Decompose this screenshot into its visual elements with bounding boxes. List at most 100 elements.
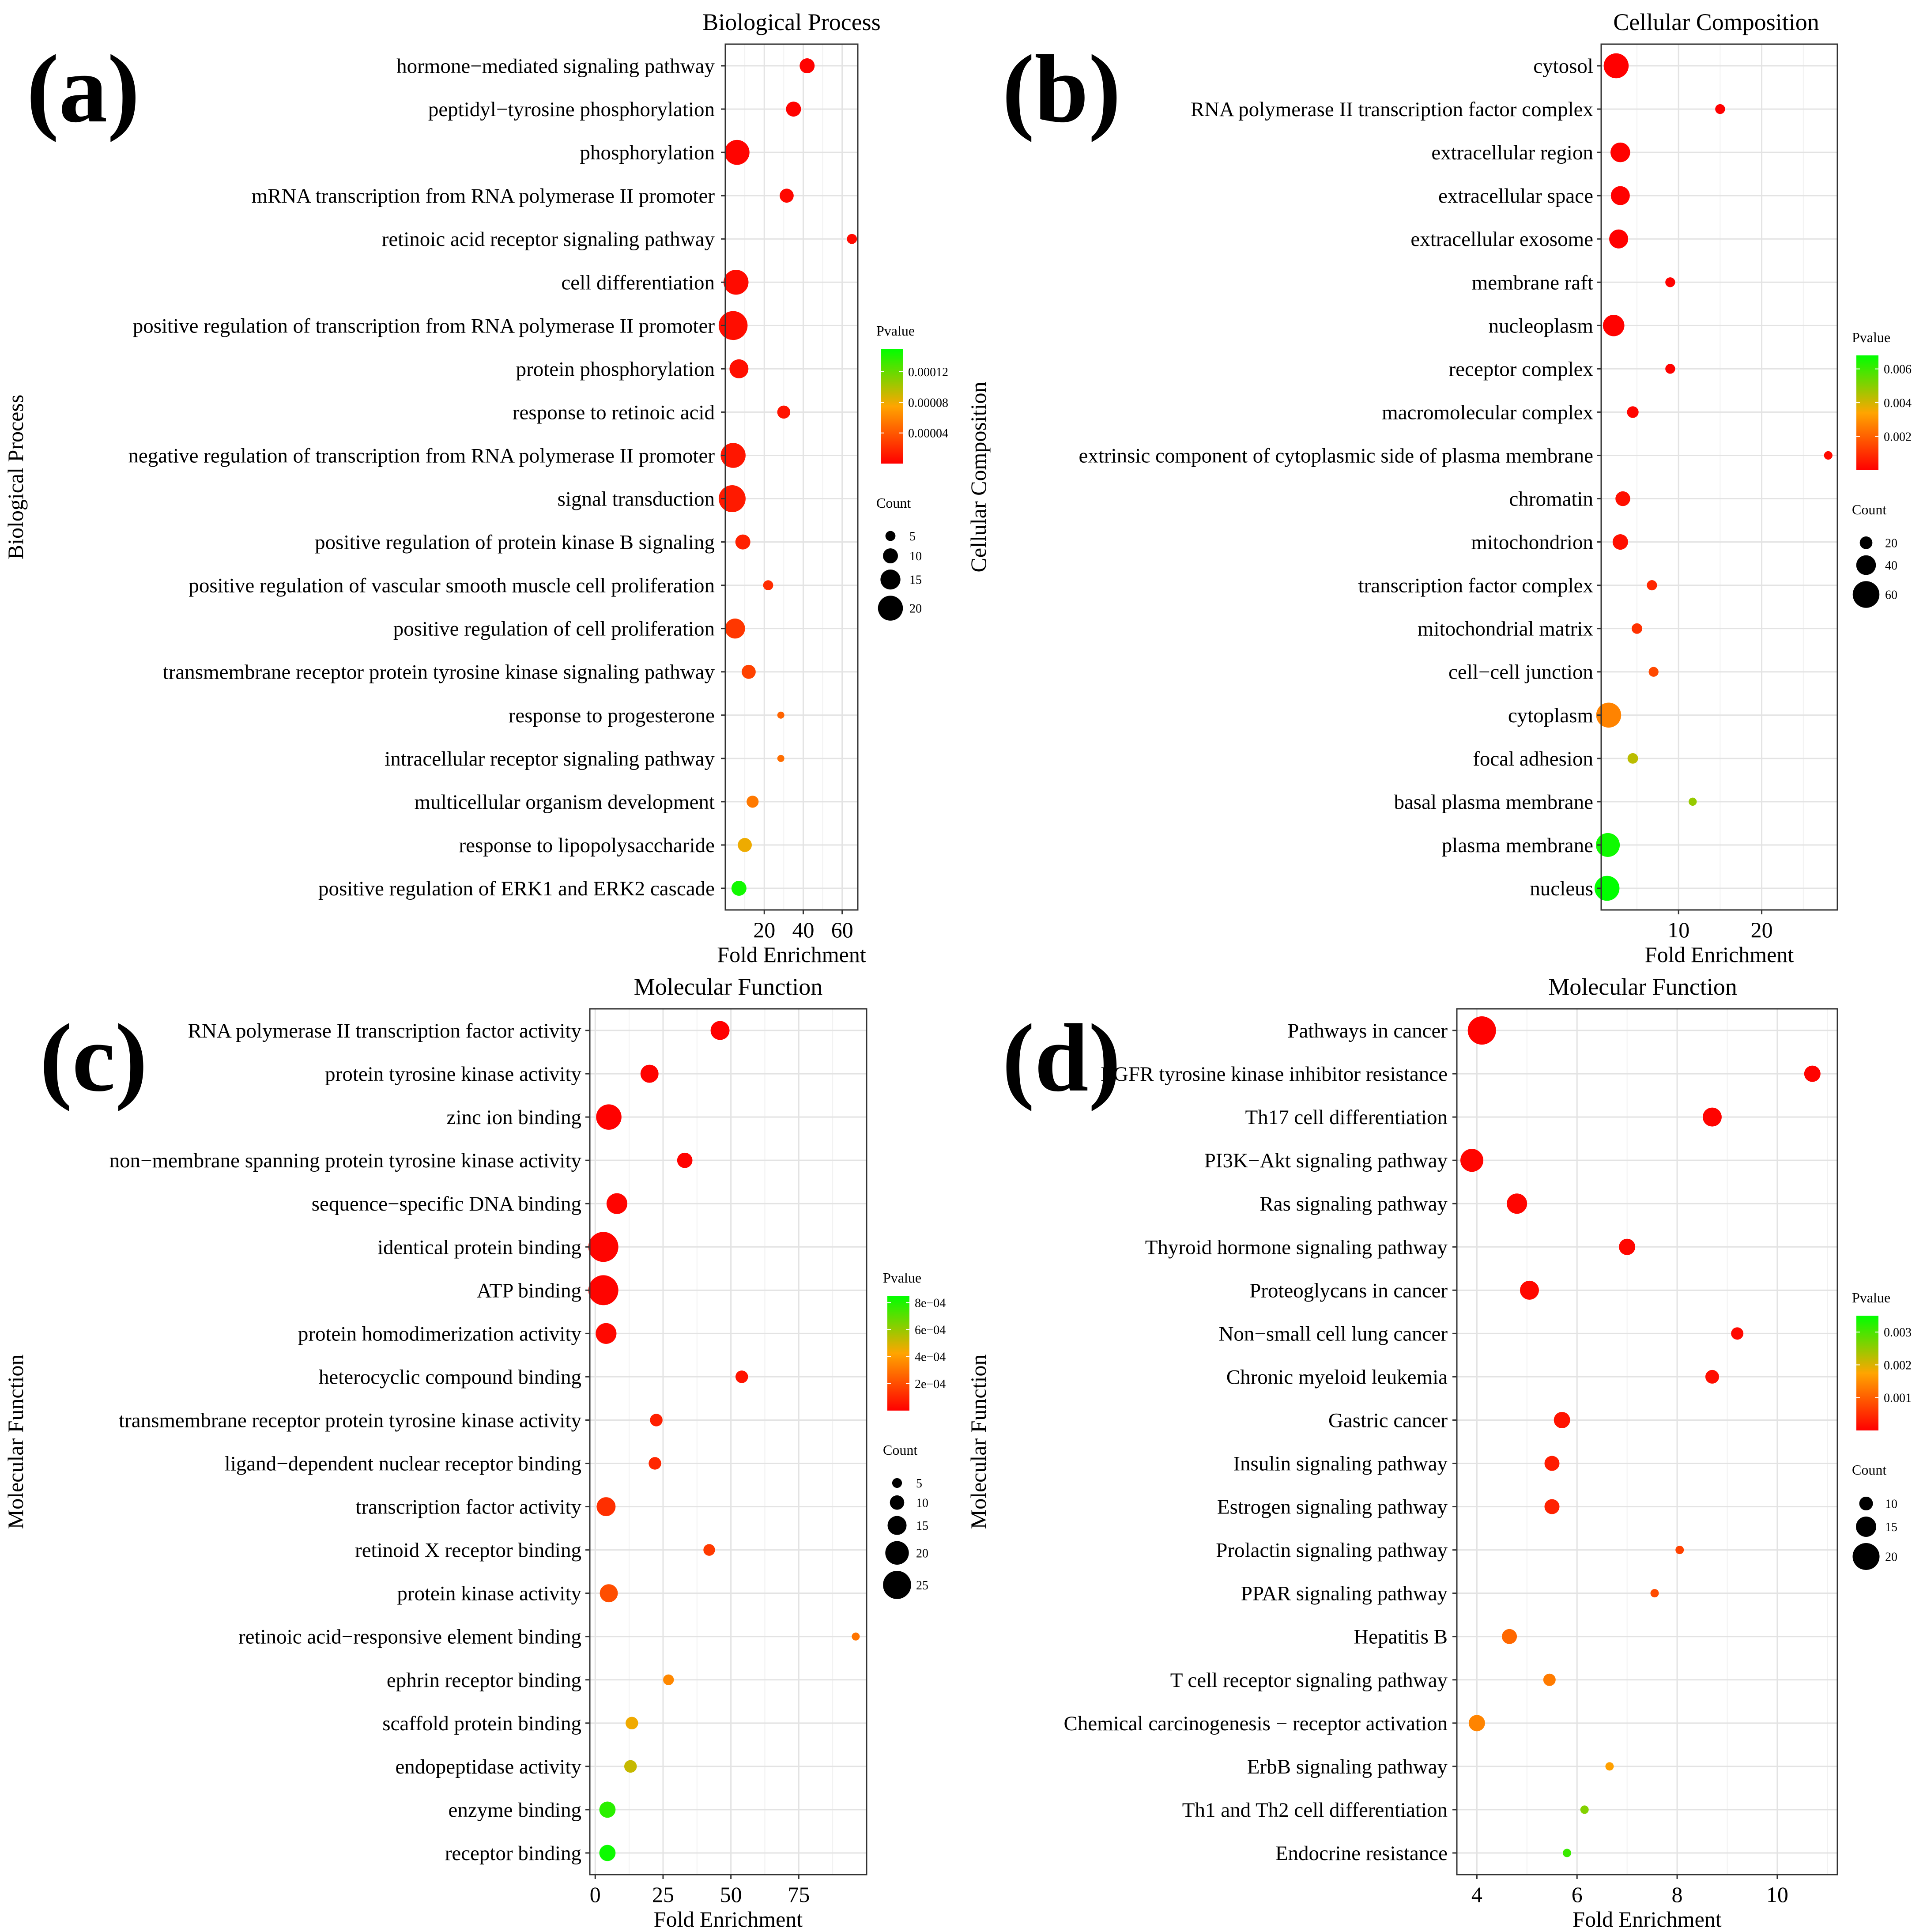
y-tick-label: extrinsic component of cytoplasmic side … xyxy=(1079,444,1593,467)
y-tick-label: ligand−dependent nuclear receptor bindin… xyxy=(225,1453,581,1475)
plot-border xyxy=(1456,1008,1838,1875)
data-point xyxy=(1610,186,1630,205)
data-point xyxy=(596,1497,616,1517)
legend-pvalue-label: 4e−04 xyxy=(915,1351,946,1364)
data-point xyxy=(1715,104,1725,114)
y-axis-title: Molecular Function xyxy=(966,1355,991,1529)
y-tick-label: positive regulation of ERK1 and ERK2 cas… xyxy=(318,877,715,900)
legend-colorbar xyxy=(881,349,903,464)
x-tick-label: 8 xyxy=(1672,1882,1683,1907)
y-tick-label: Prolactin signaling pathway xyxy=(1216,1539,1448,1562)
x-axis-title: Fold Enrichment xyxy=(1645,942,1794,967)
data-point xyxy=(640,1064,659,1083)
data-point xyxy=(742,664,756,679)
data-point xyxy=(735,1370,748,1383)
legend-colorbar xyxy=(887,1296,909,1411)
y-tick-label: Estrogen signaling pathway xyxy=(1217,1496,1448,1519)
data-point xyxy=(799,58,815,74)
x-tick-label: 20 xyxy=(1751,917,1773,942)
legend-count-symbol xyxy=(890,1495,905,1510)
y-tick-label: Endocrine resistance xyxy=(1275,1842,1448,1865)
data-point xyxy=(1580,1805,1589,1814)
y-tick-label: zinc ion binding xyxy=(447,1106,581,1129)
y-tick-label: extracellular region xyxy=(1431,141,1593,164)
legend-count-label: 15 xyxy=(916,1519,928,1533)
x-tick-label: 40 xyxy=(792,917,814,942)
y-tick-label: macromolecular complex xyxy=(1382,401,1593,424)
y-tick-label: enzyme binding xyxy=(448,1799,581,1822)
data-point xyxy=(1603,53,1629,79)
y-tick-label: sequence−specific DNA binding xyxy=(312,1192,581,1215)
data-point xyxy=(777,711,784,719)
y-tick-label: PPAR signaling pathway xyxy=(1241,1582,1448,1605)
y-tick-label: plasma membrane xyxy=(1442,834,1593,857)
legend-pvalue-label: 0.006 xyxy=(1884,363,1912,377)
data-point xyxy=(1554,1411,1570,1428)
y-tick-label: Non−small cell lung cancer xyxy=(1218,1322,1448,1345)
legend-pvalue-label: 0.00008 xyxy=(908,396,948,410)
legend-count-symbol xyxy=(892,1478,902,1488)
legend-pvalue-label: 0.00012 xyxy=(908,366,948,379)
y-tick-label: Chemical carcinogenesis − receptor activ… xyxy=(1063,1712,1448,1735)
legend-pvalue-label: 0.002 xyxy=(1884,1358,1912,1372)
y-tick-label: PI3K−Akt signaling pathway xyxy=(1204,1149,1448,1172)
data-point xyxy=(606,1193,628,1214)
data-point xyxy=(650,1414,663,1426)
data-point xyxy=(663,1674,674,1685)
y-axis-title: Biological Process xyxy=(3,395,28,560)
x-tick-label: 60 xyxy=(831,917,853,942)
data-point xyxy=(1627,406,1639,418)
y-tick-label: peptidyl−tyrosine phosphorylation xyxy=(428,98,715,121)
legend-count-label: 10 xyxy=(916,1496,928,1510)
plot-area xyxy=(725,44,858,910)
data-point xyxy=(588,1232,618,1262)
data-point xyxy=(780,189,794,203)
legend-count-label: 20 xyxy=(916,1547,928,1560)
plot-title: Molecular Function xyxy=(1548,974,1737,1000)
y-tick-label: extracellular space xyxy=(1438,185,1593,208)
y-tick-label: Insulin signaling pathway xyxy=(1233,1453,1448,1475)
y-tick-label: hormone−mediated signaling pathway xyxy=(396,55,715,78)
legend-pvalue-title: Pvalue xyxy=(1852,1290,1890,1306)
data-point xyxy=(1603,315,1625,336)
y-tick-label: positive regulation of transcription fro… xyxy=(133,314,715,337)
y-tick-label: non−membrane spanning protein tyrosine k… xyxy=(109,1149,582,1172)
x-tick-label: 0 xyxy=(590,1882,601,1907)
y-tick-label: Th17 cell differentiation xyxy=(1245,1106,1448,1129)
y-tick-label: EGFR tyrosine kinase inhibitor resistanc… xyxy=(1101,1063,1448,1086)
data-point xyxy=(735,534,750,550)
panel-letter: (d) xyxy=(1002,1004,1121,1112)
legend-count-title: Count xyxy=(1852,502,1886,517)
y-tick-label: basal plasma membrane xyxy=(1394,791,1593,814)
y-tick-label: mitochondrion xyxy=(1471,531,1593,554)
data-point xyxy=(1675,1546,1684,1555)
y-tick-label: mRNA transcription from RNA polymerase I… xyxy=(252,185,715,208)
y-tick-label: Chronic myeloid leukemia xyxy=(1226,1366,1448,1389)
data-point xyxy=(1650,1589,1659,1598)
data-point xyxy=(1665,364,1675,374)
y-tick-label: response to progesterone xyxy=(509,704,715,727)
y-tick-label: Pathways in cancer xyxy=(1287,1019,1448,1042)
plot-border xyxy=(589,1008,867,1875)
x-tick-label: 10 xyxy=(1667,917,1689,942)
data-point xyxy=(1824,451,1833,460)
y-tick-label: protein phosphorylation xyxy=(516,358,715,381)
y-tick-label: transcription factor activity xyxy=(355,1496,581,1519)
legend-pvalue-label: 0.004 xyxy=(1884,396,1912,410)
y-tick-label: Proteoglycans in cancer xyxy=(1249,1279,1448,1302)
panel-b: (b) Cellular Composition cytosol RNA polyme… xyxy=(966,9,1912,967)
data-point xyxy=(724,270,749,295)
data-point xyxy=(1563,1849,1572,1857)
plot-border xyxy=(1600,43,1838,911)
data-point xyxy=(1619,1238,1636,1255)
legend-pvalue: Pvalue 0.001 0.002 0.003 xyxy=(1852,1290,1912,1430)
plot-border xyxy=(724,43,859,911)
legend-pvalue-label: 0.003 xyxy=(1884,1326,1912,1340)
data-point xyxy=(703,1544,715,1556)
y-tick-label: endopeptidase activity xyxy=(395,1755,581,1778)
y-tick-label: retinoic acid receptor signaling pathway xyxy=(382,228,715,251)
legend-count-label: 10 xyxy=(1885,1498,1897,1511)
data-point xyxy=(1804,1065,1821,1082)
data-point xyxy=(1468,1715,1485,1732)
